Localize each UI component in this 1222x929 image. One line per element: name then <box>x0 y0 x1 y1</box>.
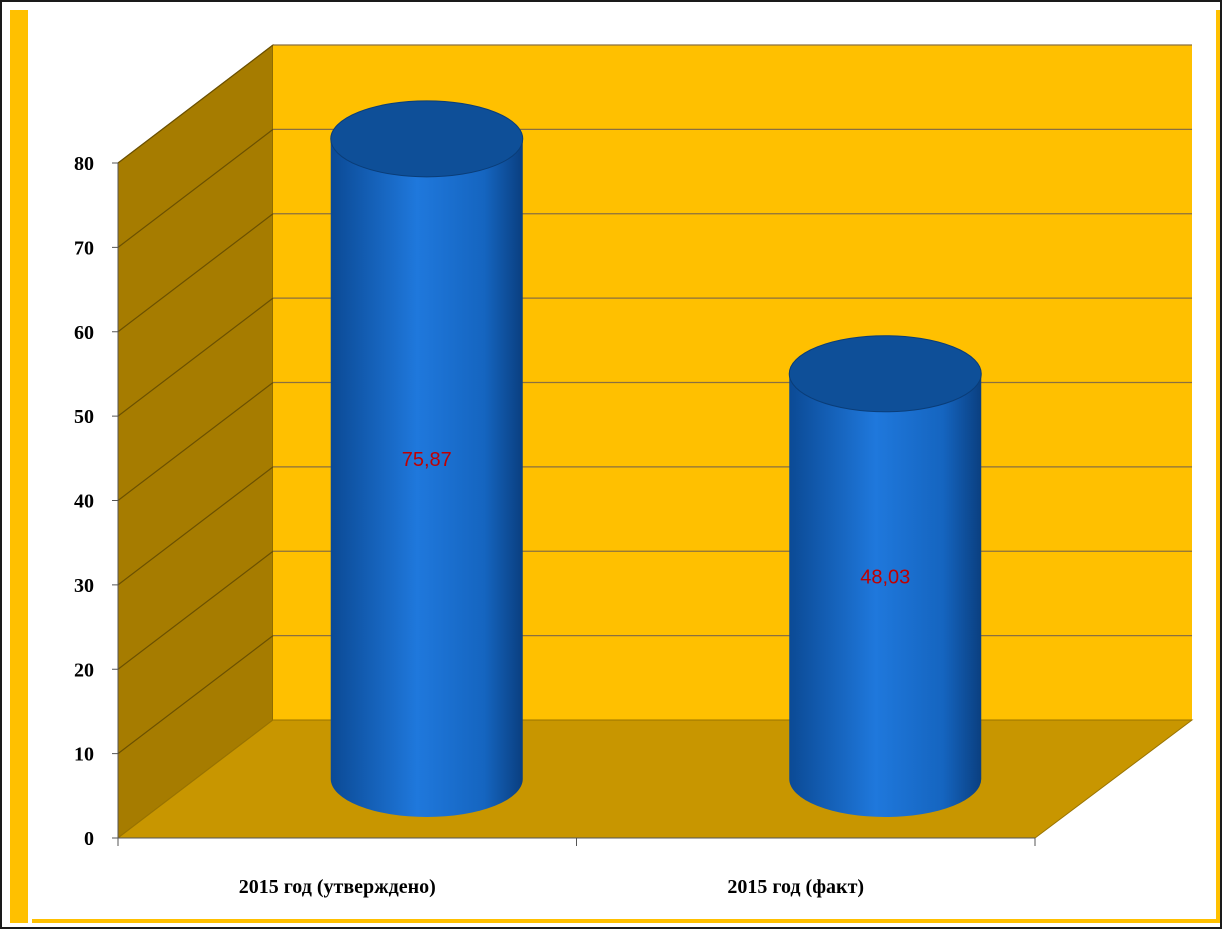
gridline-side <box>117 550 274 670</box>
gridline-side <box>117 213 274 333</box>
x-tick-label: 2015 год (факт) <box>727 876 864 898</box>
floor <box>116 719 1194 839</box>
bars: 75,87 48,03 <box>330 100 982 818</box>
chart-walls <box>116 43 1194 840</box>
x-axis: 2015 год (утверждено) 2015 год (факт) <box>117 837 1036 898</box>
bar: 48,03 <box>788 335 982 817</box>
y-tick-label: 50 <box>74 406 94 428</box>
gridline-side <box>117 466 274 586</box>
y-tick-label: 30 <box>74 575 94 597</box>
decorative-strip <box>10 10 28 923</box>
y-tick-label: 10 <box>74 744 94 766</box>
gridline-side <box>117 44 274 164</box>
bar-top <box>330 100 524 178</box>
y-tick-label: 60 <box>74 322 94 344</box>
x-tick-label: 2015 год (утверждено) <box>239 876 436 898</box>
y-tick-label: 80 <box>74 153 94 175</box>
y-tick-label: 70 <box>74 237 94 259</box>
gridline-side <box>117 297 274 417</box>
gridline-side <box>117 635 274 755</box>
bar-body <box>330 138 523 818</box>
y-axis: 0 10 20 30 40 50 60 70 80 <box>74 153 119 850</box>
y-tick-label: 40 <box>74 491 94 513</box>
gridline-side <box>117 128 274 248</box>
bar-body <box>789 373 982 817</box>
gridline-side <box>117 382 274 501</box>
data-label: 75,87 <box>402 449 452 471</box>
y-tick-label: 0 <box>84 828 94 850</box>
bar: 75,87 <box>330 100 524 818</box>
data-label: 48,03 <box>860 566 910 588</box>
y-tick-label: 20 <box>74 659 94 681</box>
bar-top <box>788 335 982 413</box>
